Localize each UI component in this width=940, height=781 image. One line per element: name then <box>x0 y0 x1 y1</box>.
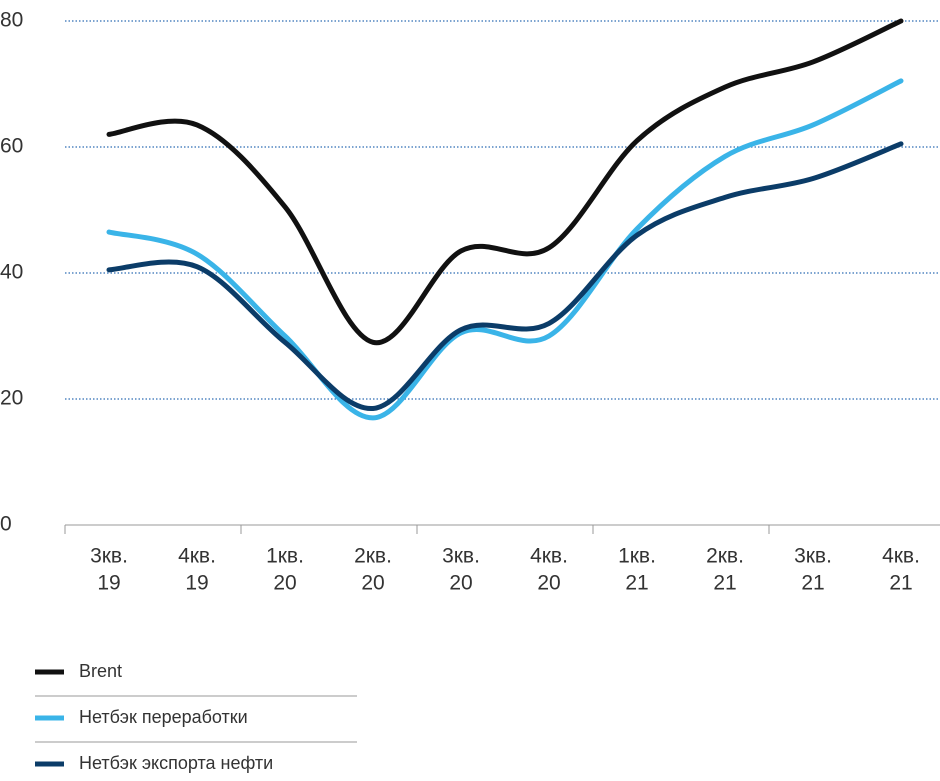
x-tick-label: 19 <box>97 572 120 595</box>
x-tick-label: 21 <box>713 572 736 595</box>
x-tick-label: 3кв. <box>442 545 480 568</box>
y-tick-label: 0 <box>0 513 12 536</box>
x-tick-label: 20 <box>537 572 560 595</box>
x-tick-label: 2кв. <box>354 545 392 568</box>
x-tick-label: 21 <box>625 572 648 595</box>
x-tick-label: 20 <box>273 572 296 595</box>
y-tick-label: 20 <box>0 387 23 410</box>
x-tick-label: 2кв. <box>706 545 744 568</box>
x-tick-label: 21 <box>889 572 912 595</box>
x-tick-label: 20 <box>361 572 384 595</box>
x-tick-label: 21 <box>801 572 824 595</box>
x-tick-label: 4кв. <box>530 545 568 568</box>
x-tick-label: 1кв. <box>618 545 656 568</box>
x-tick-label: 4кв. <box>178 545 216 568</box>
y-tick-label: 60 <box>0 135 23 158</box>
legend-label: Нетбэк переработки <box>79 707 248 727</box>
legend-label: Brent <box>79 661 122 681</box>
x-tick-label: 20 <box>449 572 472 595</box>
line <box>106 141 904 411</box>
line <box>106 18 904 345</box>
x-tick-label: 3кв. <box>90 545 128 568</box>
x-tick-label: 1кв. <box>266 545 304 568</box>
y-tick-label: 40 <box>0 261 23 284</box>
legend-label: Нетбэк экспорта нефти <box>79 753 273 773</box>
x-tick-label: 19 <box>185 572 208 595</box>
x-tick-label: 4кв. <box>882 545 920 568</box>
x-tick-label: 3кв. <box>794 545 832 568</box>
line <box>106 78 904 421</box>
y-tick-label: 80 <box>0 9 23 32</box>
